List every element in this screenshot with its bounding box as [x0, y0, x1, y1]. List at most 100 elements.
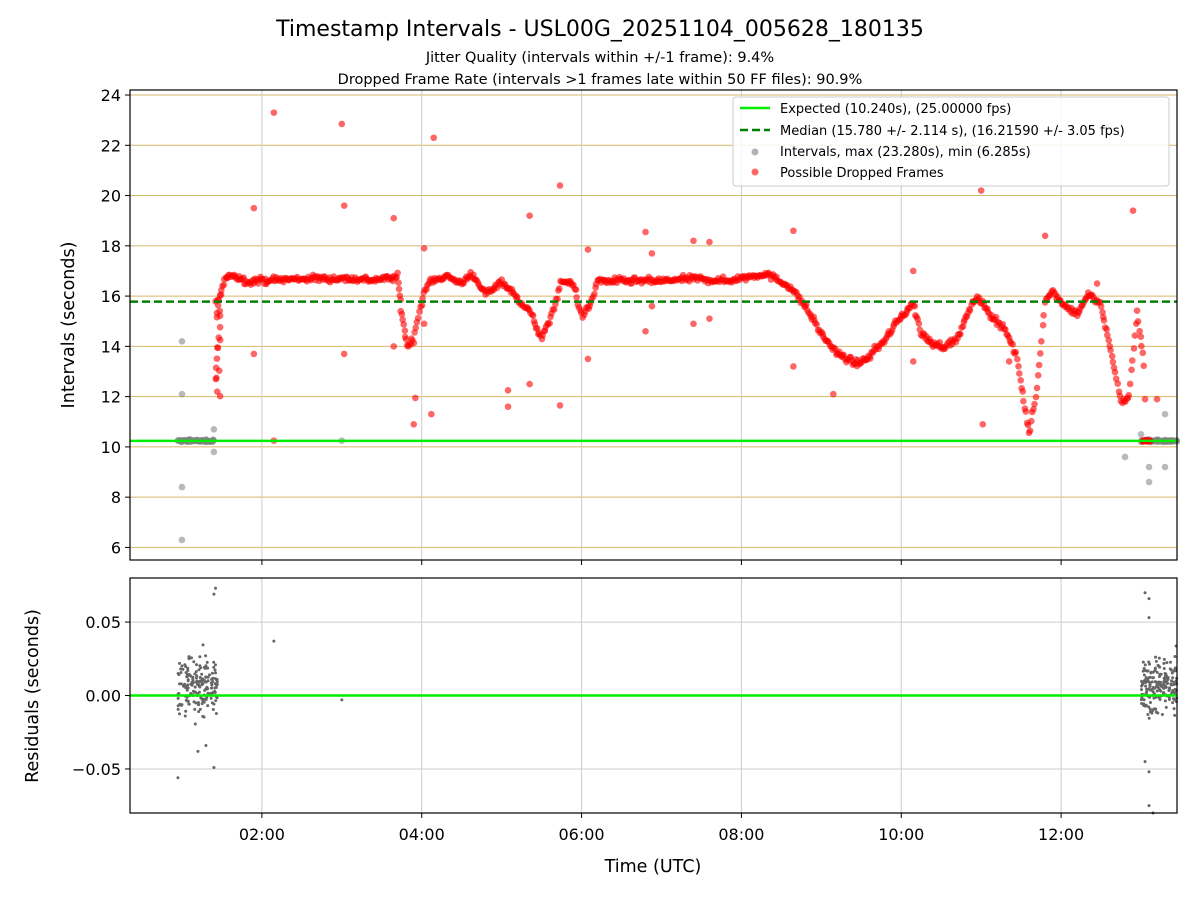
dropped-frame-point	[213, 388, 221, 395]
residual-point	[193, 685, 197, 689]
residual-point	[193, 722, 197, 726]
dropped-frame-point	[1126, 380, 1134, 388]
residual-point	[215, 677, 219, 681]
residual-point	[213, 663, 217, 667]
dropped-frame-point	[909, 358, 917, 365]
dropped-frame-point	[1093, 280, 1101, 287]
residual-point	[1172, 683, 1176, 687]
dropped-frame-point	[992, 313, 1000, 321]
dropped-frame-point	[690, 237, 697, 245]
dropped-frame-point	[556, 285, 563, 292]
residual-point	[179, 703, 183, 707]
residual-point	[202, 697, 206, 701]
residual-point	[1143, 591, 1147, 595]
residual-point	[198, 655, 202, 659]
residual-point	[185, 688, 189, 692]
residual-point	[196, 701, 200, 705]
residual-point	[1167, 698, 1171, 702]
dropped-frame-point	[412, 324, 420, 332]
residual-point	[206, 675, 210, 679]
residual-point	[199, 679, 203, 683]
residual-point	[182, 683, 186, 687]
residuals-x-tick-label: 02:00	[239, 825, 285, 844]
intervals-y-tick-label: 16	[101, 287, 121, 306]
dropped-frame-point	[419, 295, 426, 302]
dropped-frame-point	[1026, 427, 1034, 435]
dropped-frame-point	[1009, 341, 1016, 348]
jitter-quality-subtitle: Jitter Quality (intervals within +/-1 fr…	[425, 50, 774, 66]
residual-point	[186, 679, 190, 683]
interval-point	[1161, 463, 1169, 471]
dropped-frame-point	[340, 202, 348, 209]
dropped-frame-point	[428, 410, 435, 418]
residual-point	[1157, 680, 1161, 684]
dropped-frame-point	[1041, 232, 1049, 240]
dropped-frame-point	[546, 320, 553, 327]
residual-point	[1153, 680, 1157, 684]
dropped-frame-point	[513, 293, 521, 301]
residuals-x-axis-label: Time (UTC)	[604, 857, 702, 877]
dropped-frame-point	[866, 355, 874, 362]
residuals-x-tick-label: 12:00	[1038, 825, 1084, 844]
residual-point	[201, 682, 205, 686]
residual-point	[1165, 661, 1169, 665]
residual-point	[212, 592, 216, 596]
residual-point	[199, 696, 203, 700]
dropped-frame-point	[420, 320, 428, 328]
residual-point	[1139, 698, 1143, 702]
dropped-frame-point	[1111, 368, 1119, 376]
residual-point	[1154, 655, 1158, 659]
residual-point	[1172, 707, 1176, 711]
dropped-frame-point	[214, 344, 221, 351]
dropped-frame-point	[813, 321, 820, 328]
dropped-frame-point	[648, 250, 656, 257]
residual-point	[200, 672, 204, 676]
dropped-frame-point	[213, 355, 221, 362]
intervals-y-ticks: 6 8 10 12 14 16 18 20 22 24	[101, 86, 1062, 565]
intervals-y-tick-label: 24	[101, 86, 121, 105]
residual-point	[190, 681, 194, 685]
intervals-y-tick-label: 10	[101, 438, 121, 457]
residuals-ticks: 0.05 0.00 −0.05 02:00 04:00 06:00 08:00 10:00 12…	[72, 613, 1084, 844]
legend-box	[732, 96, 1170, 187]
residual-point	[211, 707, 215, 711]
residual-point	[1173, 666, 1177, 670]
dropped-frame-point	[1130, 345, 1138, 352]
dropped-frame-point	[1028, 417, 1035, 425]
residual-point	[176, 696, 180, 700]
interval-point	[178, 390, 186, 398]
residual-point	[176, 776, 180, 780]
dropped-frame-point	[1022, 408, 1030, 415]
residual-point	[1162, 691, 1166, 695]
dropped-frame-point	[1034, 371, 1042, 379]
dropped-frame-point	[1105, 336, 1113, 344]
residual-point	[206, 704, 210, 708]
residual-point	[197, 703, 201, 707]
residual-point	[193, 707, 197, 711]
residual-point	[184, 685, 188, 689]
residual-point	[197, 690, 201, 694]
residual-point	[176, 672, 180, 676]
residual-point	[186, 666, 190, 670]
residual-point	[194, 676, 198, 680]
residual-point	[211, 676, 215, 680]
dropped-frame-point	[526, 212, 533, 219]
dropped-frame-point	[250, 350, 258, 358]
dropped-frame-point	[213, 309, 221, 317]
residual-point	[204, 675, 208, 679]
residual-point	[177, 712, 181, 716]
residual-point	[183, 663, 187, 667]
dropped-frame-point	[398, 310, 406, 318]
dropped-frame-point	[556, 182, 564, 189]
dropped-frame-point	[340, 350, 348, 358]
figure-title: Timestamp Intervals - USL00G_20251104_00…	[275, 17, 924, 42]
residual-point	[1162, 661, 1166, 665]
residuals-y-tick-label: 0.00	[85, 687, 121, 706]
dropped-frame-point	[1129, 207, 1137, 214]
residual-point	[1147, 804, 1151, 808]
dropped-frame-point	[402, 336, 410, 343]
residual-point	[1163, 699, 1167, 703]
residual-point	[209, 696, 213, 700]
dropped-frame-point	[1033, 384, 1041, 392]
